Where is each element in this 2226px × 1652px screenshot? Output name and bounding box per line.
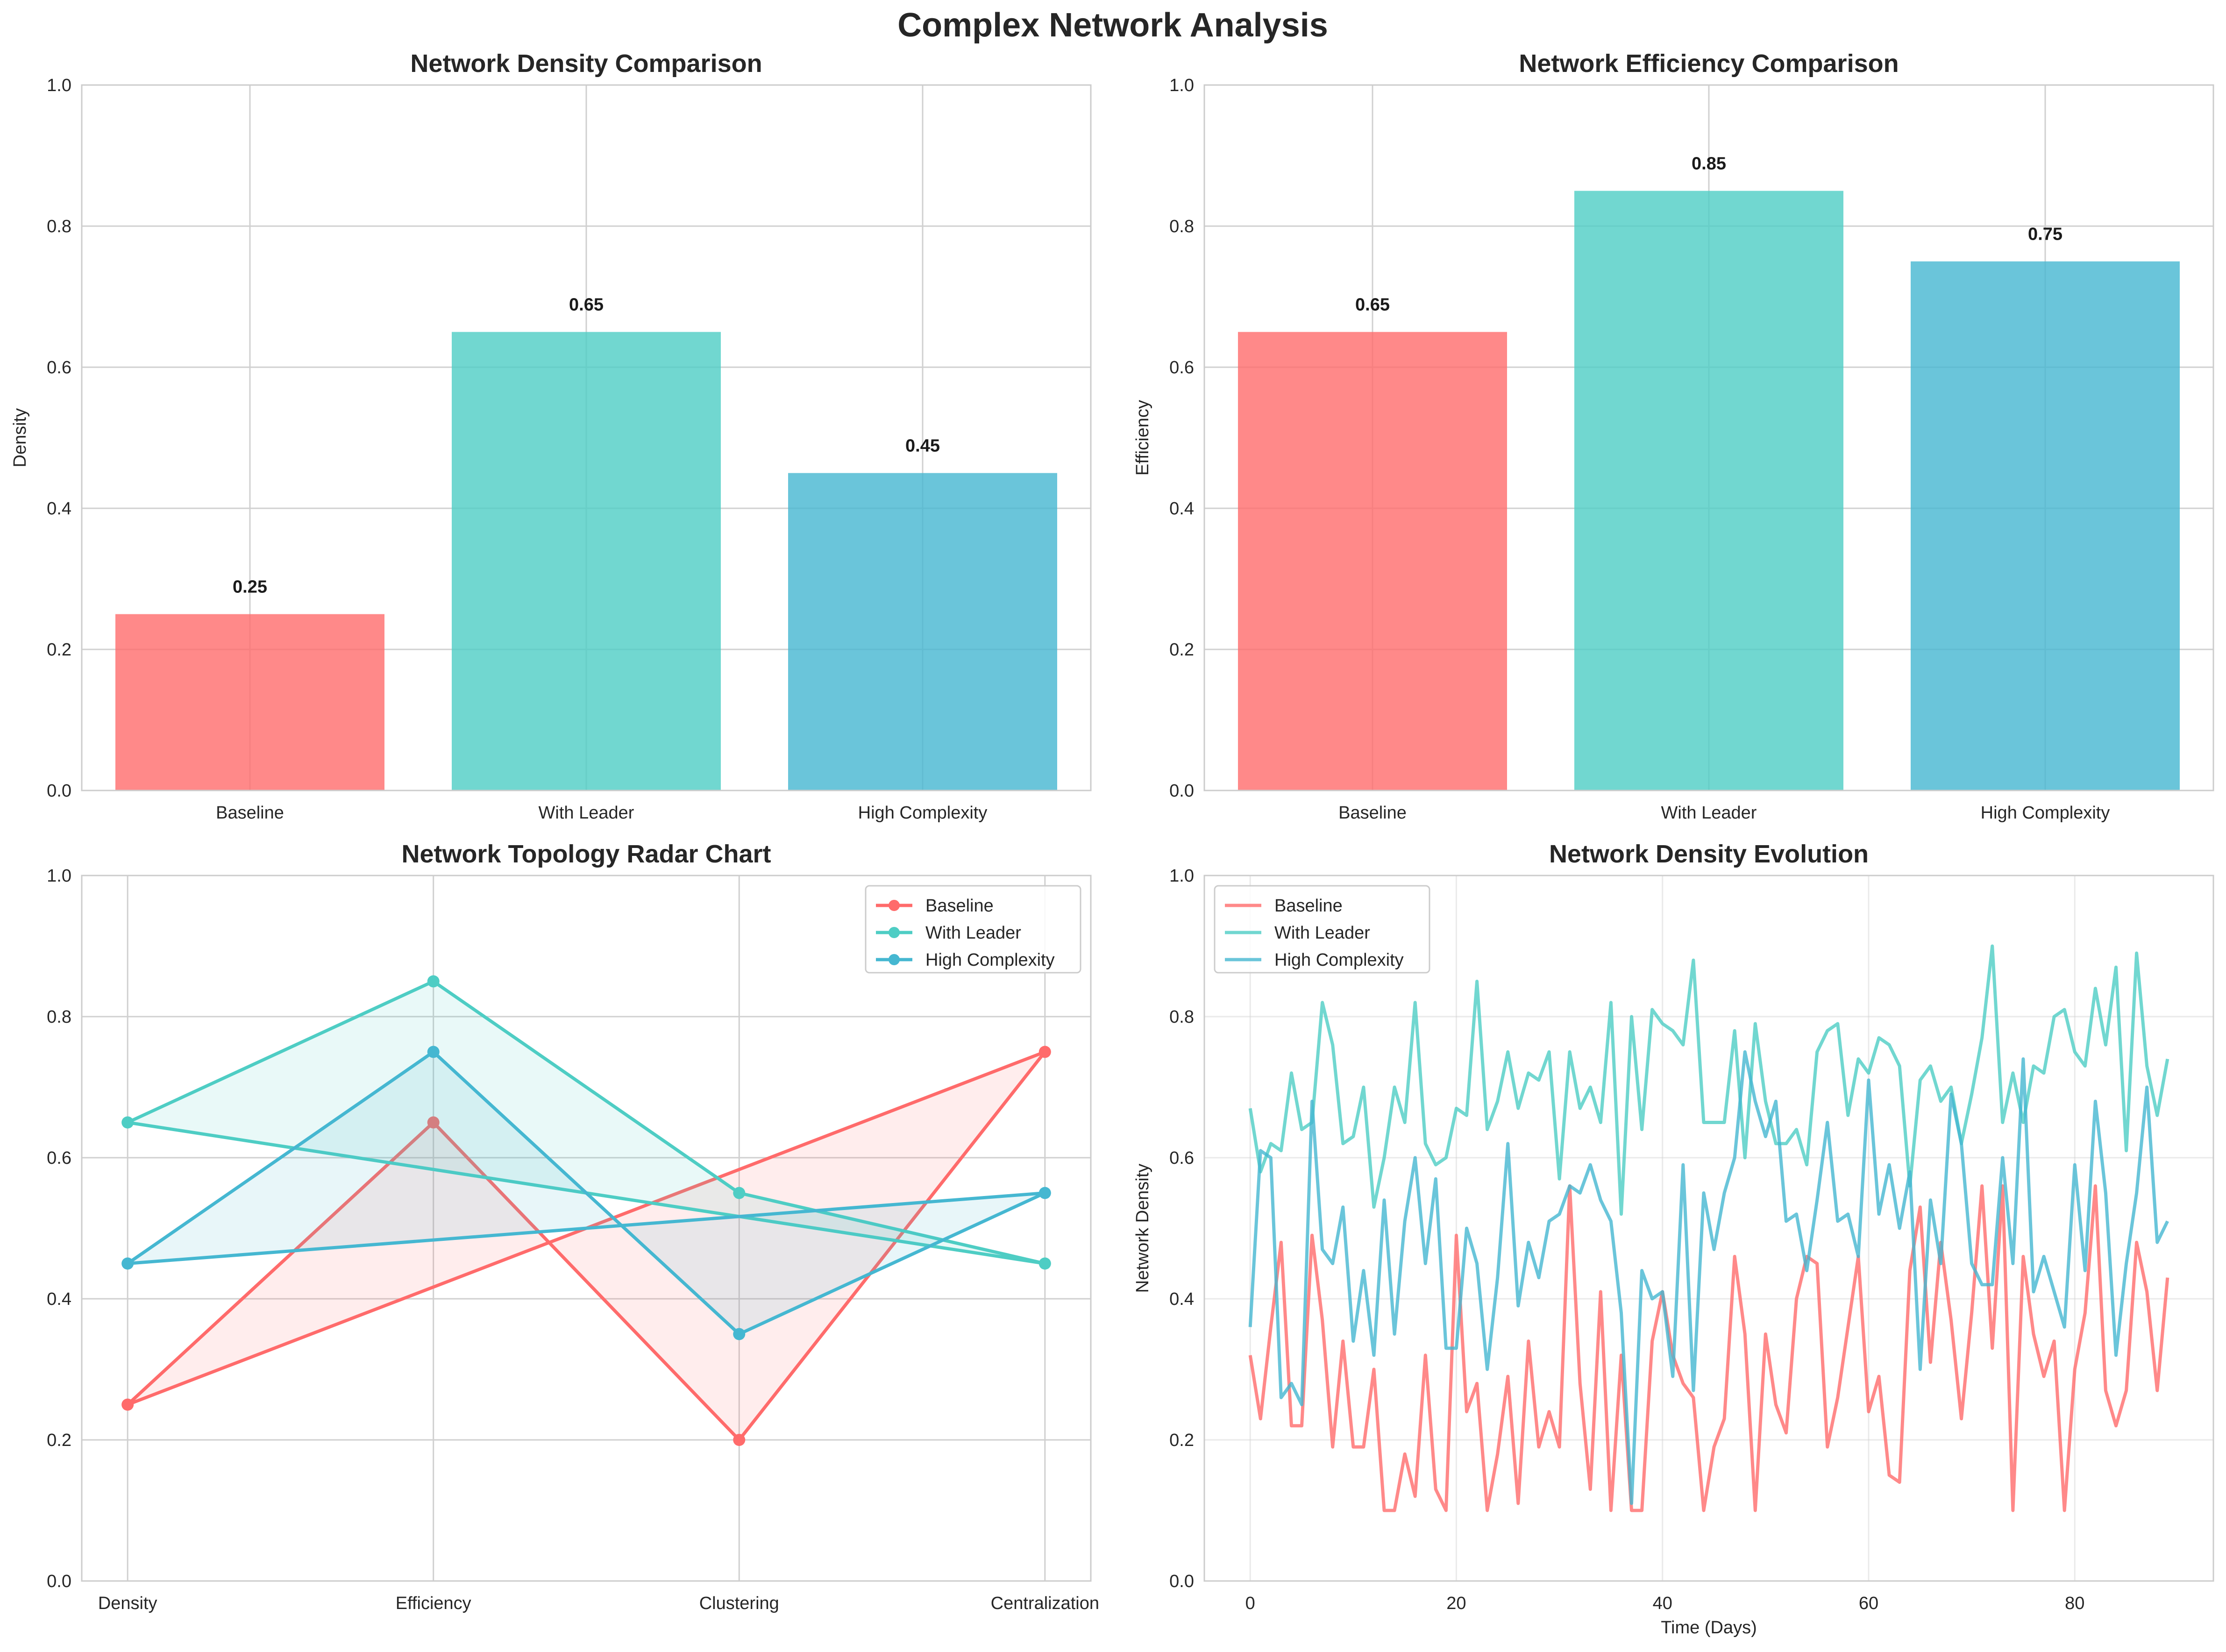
axes-frame: [1203, 84, 2214, 791]
bar: [1911, 261, 2180, 790]
bar: [1238, 332, 1507, 790]
y-axis-label: Network Density: [1133, 1164, 1152, 1293]
y-tick-label: 0.2: [1169, 1431, 1194, 1450]
legend-label: High Complexity: [1274, 950, 1404, 970]
data-point: [733, 1187, 746, 1199]
data-point: [1038, 1257, 1051, 1270]
series-line: [1248, 944, 2169, 1216]
legend-label: Baseline: [925, 896, 994, 916]
y-tick-label: 0.4: [1169, 499, 1194, 519]
legend-label: With Leader: [1274, 923, 1370, 943]
legend-label: High Complexity: [925, 950, 1055, 970]
density-evolution-chart: Network Density Evolution 0.0 0.2 0.4 0.6 0.8…: [1133, 840, 2214, 1638]
data-point: [1038, 1046, 1051, 1058]
figure-title: Complex Network Analysis: [897, 7, 1328, 44]
panel-title: Network Topology Radar Chart: [401, 840, 771, 868]
x-tick-label: Centralization: [991, 1594, 1099, 1613]
y-axis-label: Density: [10, 408, 30, 468]
panel-title: Network Efficiency Comparison: [1519, 50, 1899, 78]
legend-marker: [889, 954, 900, 965]
density-bar-chart: Network Density Comparison 0.0 0.2 0.4 0.6 0.…: [10, 50, 1092, 823]
legend-marker: [889, 927, 900, 938]
series-fill: [128, 981, 1045, 1264]
axes-frame: [81, 84, 1092, 791]
y-axis-label: Efficiency: [1133, 400, 1152, 476]
x-tick-label: High Complexity: [1981, 803, 2110, 823]
y-tick-label: 0.4: [47, 499, 71, 519]
bar: [1574, 191, 1843, 790]
x-axis-label: Time (Days): [1661, 1618, 1757, 1638]
y-tick-label: 0.6: [1169, 1148, 1194, 1168]
x-tick-label: Baseline: [216, 803, 284, 823]
efficiency-bar-chart: Network Efficiency Comparison 0.0 0.2 0.4 0.…: [1133, 50, 2214, 823]
bar-value-label: 0.65: [1355, 295, 1390, 314]
data-point: [121, 1257, 134, 1270]
data-point: [121, 1116, 134, 1129]
series-line: [1248, 1184, 2169, 1512]
bar: [788, 473, 1057, 790]
y-tick-label: 1.0: [1169, 866, 1194, 886]
y-tick-label: 1.0: [47, 76, 71, 95]
y-tick-label: 0.0: [47, 781, 71, 801]
x-tick-label: With Leader: [1661, 803, 1757, 823]
panel-title: Network Density Comparison: [410, 50, 762, 78]
bar-value-label: 0.75: [2028, 224, 2062, 244]
y-tick-label: 0.0: [47, 1572, 71, 1591]
data-point: [427, 1046, 440, 1058]
legend-marker: [889, 900, 900, 911]
topology-radar-chart: Network Topology Radar Chart 0.0 0.2 0.4 0.6…: [47, 840, 1099, 1613]
x-tick-label: 80: [2065, 1594, 2084, 1613]
y-tick-label: 0.6: [47, 358, 71, 377]
bar-value-label: 0.45: [905, 436, 940, 456]
y-tick-label: 0.0: [1169, 1572, 1194, 1591]
y-tick-label: 0.2: [1169, 640, 1194, 660]
y-tick-label: 0.2: [47, 640, 71, 660]
y-tick-label: 0.8: [1169, 217, 1194, 236]
data-point: [427, 975, 440, 988]
legend-label: Baseline: [1274, 896, 1343, 916]
series-line: [1248, 1050, 2169, 1505]
y-tick-label: 0.0: [1169, 781, 1194, 801]
bar-value-label: 0.25: [233, 577, 267, 597]
data-point: [1038, 1187, 1051, 1199]
y-tick-label: 1.0: [47, 866, 71, 886]
x-tick-label: Clustering: [699, 1594, 779, 1613]
y-tick-label: 0.8: [47, 217, 71, 236]
y-tick-label: 0.2: [47, 1431, 71, 1450]
bar: [452, 332, 721, 790]
bar: [115, 614, 384, 790]
x-tick-label: 40: [1653, 1594, 1672, 1613]
data-point: [733, 1434, 746, 1446]
y-tick-label: 0.8: [1169, 1007, 1194, 1027]
x-tick-label: 0: [1245, 1594, 1255, 1613]
data-point: [733, 1328, 746, 1340]
x-tick-label: 20: [1446, 1594, 1466, 1613]
x-tick-label: Efficiency: [396, 1594, 471, 1613]
axes-frame: [81, 875, 1092, 1582]
legend-label: With Leader: [925, 923, 1021, 943]
bar-value-label: 0.85: [1692, 154, 1726, 173]
x-tick-label: Density: [98, 1594, 157, 1613]
y-tick-label: 0.4: [1169, 1289, 1194, 1309]
y-tick-label: 0.6: [47, 1148, 71, 1168]
x-tick-label: With Leader: [539, 803, 634, 823]
y-tick-label: 0.4: [47, 1289, 71, 1309]
x-tick-label: High Complexity: [858, 803, 988, 823]
data-point: [427, 1116, 440, 1129]
axes-frame: [1203, 875, 2214, 1582]
data-point: [121, 1398, 134, 1411]
legend-box: [1214, 885, 1430, 974]
legend-box: [865, 885, 1081, 974]
y-tick-label: 0.8: [47, 1007, 71, 1027]
bar-value-label: 0.65: [569, 295, 604, 314]
x-tick-label: 60: [1859, 1594, 1878, 1613]
x-tick-label: Baseline: [1338, 803, 1407, 823]
panel-title: Network Density Evolution: [1549, 840, 1869, 868]
y-tick-label: 1.0: [1169, 76, 1194, 95]
y-tick-label: 0.6: [1169, 358, 1194, 377]
